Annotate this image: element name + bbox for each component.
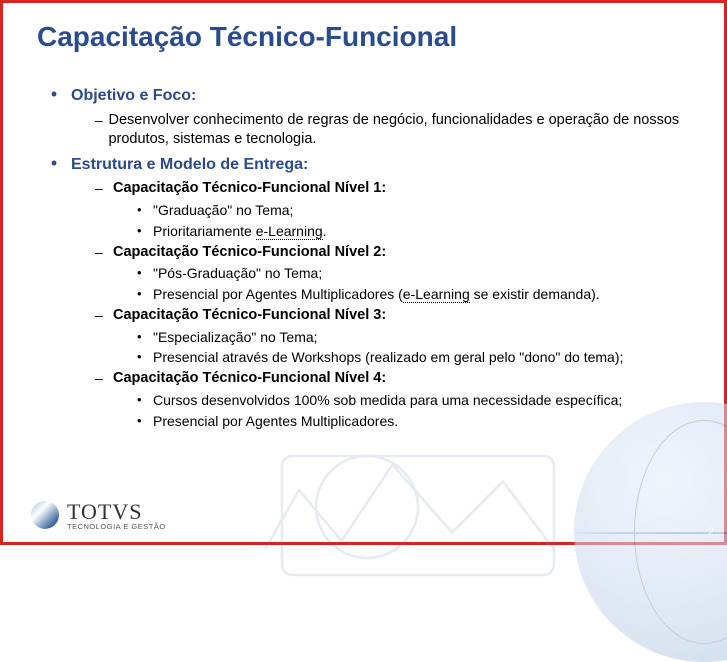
list-item: – Capacitação Técnico-Funcional Nível 2:: [95, 243, 694, 263]
sub-text: Presencial através de Workshops (realiza…: [153, 348, 623, 367]
bullet-icon: •: [137, 285, 153, 304]
sub-item: • Presencial por Agentes Multiplicadores…: [137, 285, 694, 304]
item-text: Capacitação Técnico-Funcional Nível 2:: [113, 243, 386, 263]
sub-text: Prioritariamente e-Learning.: [153, 222, 327, 241]
sub-item: • "Graduação" no Tema;: [137, 201, 694, 220]
dash-icon: –: [95, 111, 108, 150]
bullet-icon: •: [137, 222, 153, 241]
sub-text: Cursos desenvolvidos 100% sob medida par…: [153, 391, 622, 410]
page-number: 2: [708, 526, 714, 538]
item-text: Desenvolver conhecimento de regras de ne…: [108, 111, 694, 150]
bullet-icon: •: [137, 264, 153, 283]
section-heading: • Estrutura e Modelo de Entrega:: [37, 154, 694, 176]
sub-text: "Especialização" no Tema;: [153, 328, 318, 347]
bullet-icon: •: [37, 85, 71, 107]
footer: TOTVS TECNOLOGIA E GESTÃO 2: [3, 480, 724, 542]
sub-item: • Cursos desenvolvidos 100% sob medida p…: [137, 391, 694, 410]
item-text: Capacitação Técnico-Funcional Nível 1:: [113, 179, 386, 199]
page-title: Capacitação Técnico-Funcional: [3, 3, 724, 53]
section-label: Objetivo e Foco:: [71, 85, 196, 107]
list-item: – Desenvolver conhecimento de regras de …: [95, 111, 694, 150]
section-label: Estrutura e Modelo de Entrega:: [71, 154, 308, 176]
sub-text: "Graduação" no Tema;: [153, 201, 293, 220]
logo-mark-icon: [31, 501, 59, 529]
list-item: – Capacitação Técnico-Funcional Nível 1:: [95, 179, 694, 199]
brand-tagline: TECNOLOGIA E GESTÃO: [67, 523, 166, 531]
dash-icon: –: [95, 179, 113, 199]
bullet-icon: •: [137, 391, 153, 410]
sub-text: Presencial por Agentes Multiplicadores (…: [153, 285, 600, 304]
dash-icon: –: [95, 306, 113, 326]
bullet-icon: •: [137, 328, 153, 347]
logo-text: TOTVS TECNOLOGIA E GESTÃO: [67, 501, 166, 531]
sub-item: • Prioritariamente e-Learning.: [137, 222, 694, 241]
bullet-icon: •: [137, 412, 153, 431]
sub-item: • "Especialização" no Tema;: [137, 328, 694, 347]
sub-item: • Presencial por Agentes Multiplicadores…: [137, 412, 694, 431]
bullet-icon: •: [37, 154, 71, 176]
bullet-icon: •: [137, 348, 153, 367]
globe-icon: [574, 402, 727, 662]
section-heading: • Objetivo e Foco:: [37, 85, 694, 107]
list-item: – Capacitação Técnico-Funcional Nível 3:: [95, 306, 694, 326]
slide: Capacitação Técnico-Funcional • Objetivo…: [0, 0, 727, 545]
sub-item: • "Pós-Graduação" no Tema;: [137, 264, 694, 283]
dash-icon: –: [95, 369, 113, 389]
dash-icon: –: [95, 243, 113, 263]
sub-item: • Presencial através de Workshops (reali…: [137, 348, 694, 367]
list-item: – Capacitação Técnico-Funcional Nível 4:: [95, 369, 694, 389]
brand-logo: TOTVS TECNOLOGIA E GESTÃO: [31, 501, 166, 531]
item-text: Capacitação Técnico-Funcional Nível 3:: [113, 306, 386, 326]
brand-name: TOTVS: [67, 501, 166, 523]
sub-text: Presencial por Agentes Multiplicadores.: [153, 412, 398, 431]
sub-text: "Pós-Graduação" no Tema;: [153, 264, 322, 283]
item-text: Capacitação Técnico-Funcional Nível 4:: [113, 369, 386, 389]
bullet-icon: •: [137, 201, 153, 220]
content-body: • Objetivo e Foco: – Desenvolver conheci…: [3, 53, 724, 431]
